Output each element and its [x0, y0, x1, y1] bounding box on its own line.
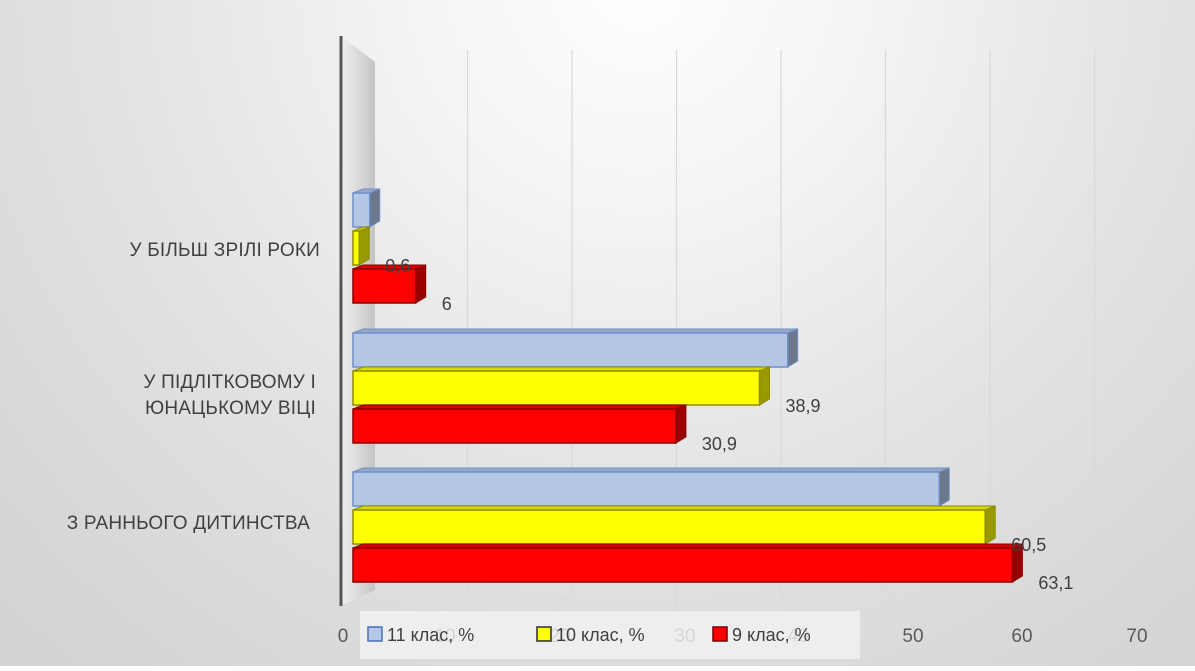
data-label: 30,9	[702, 434, 737, 454]
bar-front-face	[352, 370, 761, 406]
bar-side-face	[759, 366, 771, 406]
bar-side-face	[369, 188, 381, 228]
bar-front-face	[352, 547, 1014, 583]
bar-9-klas	[352, 264, 427, 304]
gridline-floor	[675, 591, 678, 613]
legend: 11 клас, % 10 клас, % 9 клас, %	[360, 611, 860, 659]
bar-side-face	[675, 404, 687, 444]
bar-front-face	[352, 268, 417, 304]
legend-label: 11 клас, %	[387, 625, 474, 645]
bar-9-klas	[352, 543, 1023, 583]
bar-10-klas	[352, 366, 771, 406]
bar-front-face	[352, 230, 361, 266]
x-tick-label: 60	[1011, 626, 1032, 647]
data-label: 6	[442, 294, 452, 314]
bar-front-face	[352, 471, 940, 507]
x-tick-label: 70	[1126, 626, 1147, 647]
category-label-mature: У БІЛЬШ ЗРІЛІ РОКИ	[129, 240, 320, 261]
y-axis-wall	[339, 36, 375, 606]
data-label: 0,6	[385, 256, 410, 276]
legend-swatch	[712, 626, 728, 642]
bar-side-face	[358, 226, 370, 266]
gridline-floor	[780, 591, 791, 613]
gridline-floor	[885, 591, 906, 613]
bar-11-klas	[352, 188, 381, 228]
x-tick-label: 0	[338, 626, 349, 647]
gridline-floor	[551, 591, 573, 613]
category-label-teen: У ПІДЛІТКОВОМУ І ЮНАЦЬКОМУ ВІЦІ	[143, 372, 316, 419]
bars	[352, 188, 1023, 583]
bar-front-face	[352, 192, 371, 228]
legend-swatch	[536, 626, 552, 642]
bar-front-face	[352, 408, 677, 444]
gridline-floor	[989, 591, 1015, 613]
legend-swatch	[367, 626, 383, 642]
bar-side-face	[938, 467, 950, 507]
category-label-childhood: З РАННЬОГО ДИТИНСТВА	[66, 513, 310, 534]
bar-10-klas	[352, 226, 370, 266]
bar-11-klas	[352, 467, 950, 507]
bar-front-face	[352, 332, 789, 368]
x-tick-label: 50	[902, 626, 923, 647]
bar-10-klas	[352, 505, 996, 545]
data-label: 38,9	[786, 396, 821, 416]
bar-side-face	[787, 328, 799, 368]
bar-11-klas	[352, 328, 799, 368]
data-label: 60,5	[1011, 535, 1046, 555]
gridline-floor	[1094, 591, 1130, 613]
legend-label: 9 клас, %	[732, 625, 811, 645]
data-label: 63,1	[1038, 573, 1073, 593]
bar-9-klas	[352, 404, 687, 444]
data-labels: 60,5 63,1 38,9 30,9 0,6 6	[385, 256, 1073, 593]
bar-side-face	[415, 264, 427, 304]
bar-front-face	[352, 509, 986, 545]
gridline-floor	[436, 591, 468, 613]
axis-wall-side	[341, 36, 375, 606]
bar-side-face	[984, 505, 996, 545]
legend-box	[360, 611, 860, 659]
legend-label: 10 клас, %	[556, 625, 645, 645]
